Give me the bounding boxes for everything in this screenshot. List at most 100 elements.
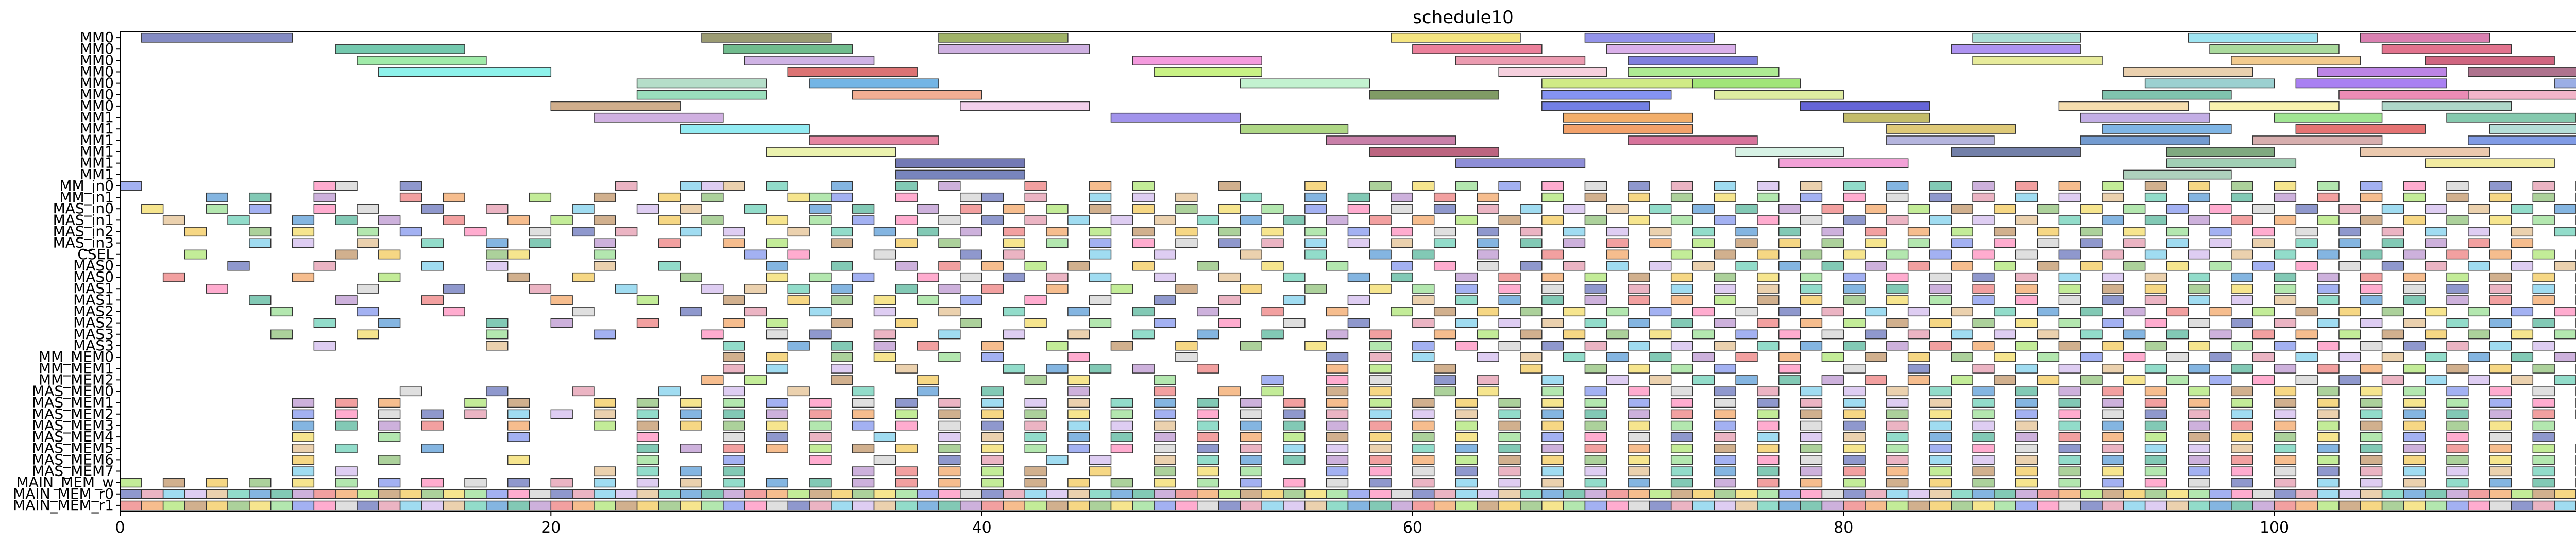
task-bar-small: [1757, 478, 1780, 488]
y-tick-label: MAS3: [73, 326, 114, 343]
task-bar-small: [2231, 444, 2253, 453]
task-bar-small: [2532, 341, 2555, 351]
task-bar-small: [2468, 352, 2490, 362]
task-bar-small: [1412, 284, 1435, 294]
task-bar: [2231, 56, 2361, 65]
task-bar-small: [227, 489, 250, 499]
task-bar-small: [1843, 249, 1866, 260]
task-bar-small: [550, 318, 573, 328]
task-bar-small: [1541, 386, 1564, 397]
task-bar-small: [1089, 489, 1112, 499]
task-bar-small: [2360, 489, 2383, 499]
task-bar-small: [1261, 307, 1284, 317]
task-bar-small: [1714, 420, 1736, 431]
task-bar-small: [2274, 489, 2297, 499]
task-bar-small: [1412, 318, 1435, 328]
task-bar-small: [2446, 420, 2469, 431]
task-bar-small: [2144, 466, 2167, 477]
task-bar-small: [938, 352, 961, 362]
task-bar-small: [1003, 500, 1025, 511]
task-bar: [1412, 44, 1543, 54]
task-bar-small: [1218, 500, 1241, 511]
task-bar-small: [2403, 398, 2426, 408]
task-bar-small: [594, 215, 616, 225]
task-bar-small: [809, 192, 832, 202]
task-bar: [1132, 56, 1262, 65]
task-bar-small: [615, 500, 638, 511]
task-bar-small: [1369, 420, 1392, 431]
task-bar-small: [2468, 227, 2490, 237]
task-bar-small: [2252, 238, 2275, 248]
task-bar-small: [723, 500, 745, 511]
task-bar-small: [529, 284, 552, 294]
task-bar-small: [292, 455, 315, 465]
task-bar-small: [2058, 478, 2081, 488]
task-bar-small: [1046, 500, 1069, 511]
task-bar-small: [917, 295, 939, 305]
task-bar-small: [1670, 341, 1693, 351]
task-bar-small: [2102, 500, 2124, 511]
task-bar-small: [2425, 375, 2447, 385]
y-tick-label: MAIN_MEM_r1: [13, 497, 114, 514]
task-bar-small: [2446, 284, 2469, 294]
task-bar-small: [1391, 238, 1413, 248]
task-bar-small: [270, 329, 293, 340]
task-bar-small: [2123, 238, 2146, 248]
task-bar-small: [787, 249, 810, 260]
task-bar-small: [2489, 215, 2512, 225]
task-bar-small: [1218, 272, 1241, 282]
task-bar-small: [787, 227, 810, 237]
task-bar: [2381, 101, 2512, 111]
task-bar-small: [1369, 364, 1392, 374]
task-bar-small: [1628, 192, 1650, 202]
task-bar-small: [292, 398, 315, 408]
task-bar-small: [1670, 500, 1693, 511]
task-bar-small: [162, 500, 185, 511]
task-bar-small: [744, 375, 767, 385]
task-bar-small: [1154, 455, 1176, 465]
task-bar-small: [1714, 249, 1736, 260]
task-bar-small: [2338, 238, 2361, 248]
task-bar-small: [1886, 500, 1909, 511]
task-bar-small: [2511, 204, 2534, 214]
task-bar-small: [2166, 375, 2189, 385]
task-bar-small: [2252, 227, 2275, 237]
task-bar: [2425, 56, 2555, 65]
task-bar-small: [2058, 455, 2081, 465]
task-bar-small: [1283, 420, 1306, 431]
task-bar-small: [1089, 455, 1112, 465]
task-bar-small: [831, 192, 853, 202]
task-bar-small: [1692, 375, 1715, 385]
task-bar-small: [1670, 409, 1693, 419]
task-bar-small: [2532, 432, 2555, 442]
task-bar-small: [335, 398, 358, 408]
task-bar-small: [2317, 215, 2340, 225]
task-bar-small: [572, 307, 595, 317]
task-bar-small: [1541, 318, 1564, 328]
task-bar-small: [2403, 478, 2426, 488]
task-bar-small: [1670, 398, 1693, 408]
task-bar-small: [227, 500, 250, 511]
task-bar: [2209, 44, 2340, 54]
task-bar-small: [1110, 284, 1133, 294]
task-bar-small: [1886, 386, 1909, 397]
task-bar-small: [1455, 420, 1478, 431]
task-bar-small: [1972, 318, 1995, 328]
task-bar-small: [636, 444, 659, 453]
task-bar-small: [2468, 329, 2490, 340]
task-bar-small: [2446, 466, 2469, 477]
task-bar-small: [2317, 364, 2340, 374]
task-bar-small: [1951, 227, 1973, 237]
task-bar-small: [357, 284, 379, 294]
task-bar-small: [2037, 238, 2060, 248]
task-bar: [1563, 124, 1693, 134]
task-bar-small: [1304, 227, 1327, 237]
task-bar-small: [809, 478, 832, 488]
task-bar-small: [2360, 455, 2383, 465]
task-bar-small: [1520, 307, 1543, 317]
task-bar-small: [1757, 409, 1780, 419]
task-bar-small: [421, 295, 444, 305]
task-bar-small: [2188, 181, 2210, 191]
task-bar-small: [2360, 420, 2383, 431]
task-bar-small: [1670, 364, 1693, 374]
